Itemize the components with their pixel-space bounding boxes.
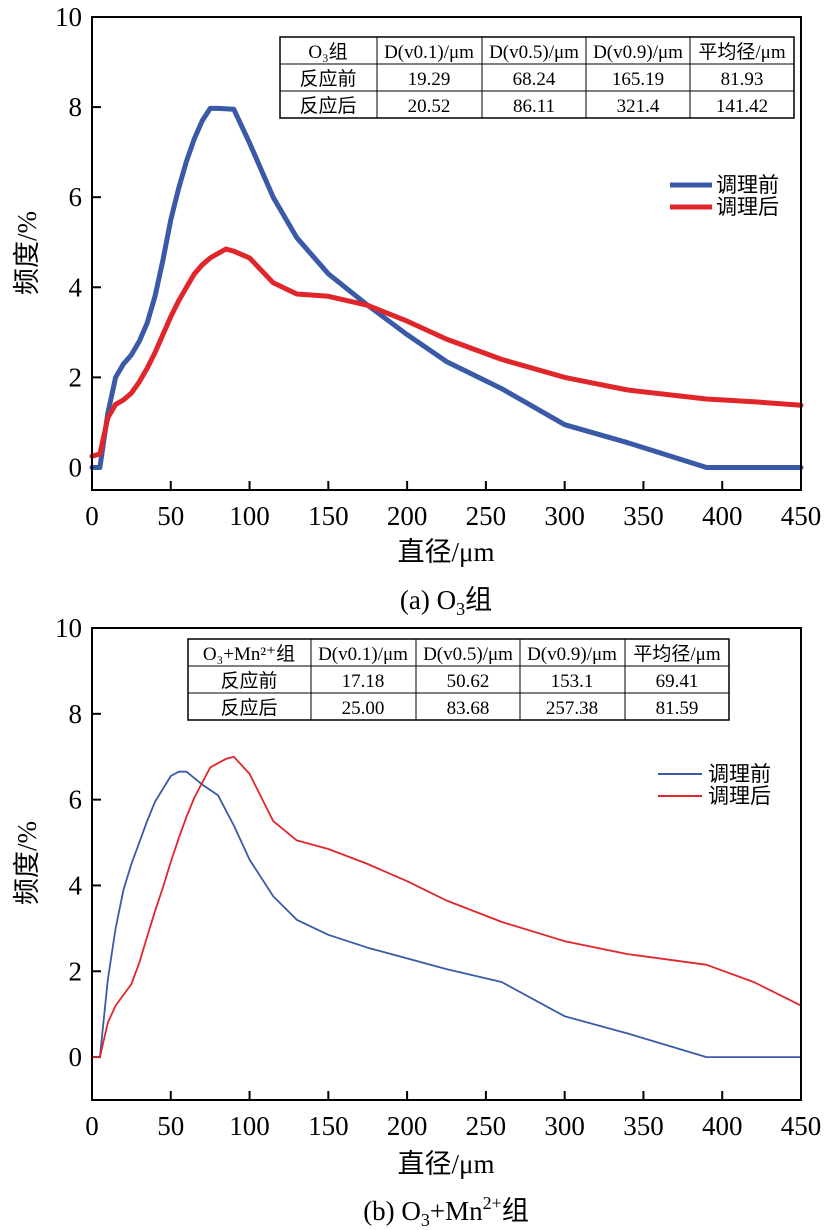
y-tick-label-b-5: 10 (55, 613, 82, 643)
x-axis-title-a: 直径/μm (398, 537, 495, 567)
y-axis-title-b: 频度/% (12, 821, 42, 905)
legend-label-a-1: 调理后 (716, 195, 779, 219)
x-tick-label-b-3: 150 (308, 1111, 349, 1141)
table-b-row-1-col-1: 25.00 (342, 698, 385, 719)
caption-b: (b) O3+Mn2+组 (363, 1193, 529, 1230)
legend-a: 调理前 调理后 (670, 173, 779, 219)
x-tick-label-a-5: 250 (466, 501, 507, 531)
y-tick-label-b-1: 2 (69, 956, 83, 986)
series-line-b-1 (91, 755, 802, 1058)
table-a-row-1-col-0: 反应后 (299, 95, 356, 117)
table-b-row-1-col-0: 反应后 (220, 697, 277, 719)
table-b-row-1-col-4: 81.59 (656, 698, 699, 719)
stats-table-a: O₃组 D(v0.1)/μm D(v0.5)/μm D(v0.9)/μm 平均径… (279, 36, 795, 119)
x-tick-label-b-8: 400 (702, 1111, 743, 1141)
x-tick-label-a-4: 200 (387, 501, 428, 531)
table-b-row-1-col-3: 257.38 (546, 698, 598, 719)
series-b (91, 755, 802, 1058)
table-a-row-0-col-4: 81.93 (721, 69, 764, 90)
y-tick-label-b-4: 8 (69, 699, 83, 729)
x-tick-label-b-7: 350 (623, 1111, 664, 1141)
y-ticks-b: 0 2 4 6 8 10 (55, 613, 101, 1072)
chart-panel-a: 0 2 4 6 8 10 0 50 100 150 200 250 300 350 400 450 频度/%… (12, 2, 821, 619)
x-tick-label-b-0: 0 (85, 1111, 99, 1141)
x-ticks-a: 0 50 100 150 200 250 300 350 400 450 (85, 481, 821, 531)
y-tick-label-a-2: 4 (69, 272, 83, 302)
x-tick-label-a-3: 150 (308, 501, 349, 531)
y-tick-label-a-0: 0 (69, 452, 83, 482)
table-a-row-1-col-4: 141.42 (716, 96, 768, 117)
table-b-header-2: D(v0.5)/μm (423, 644, 513, 665)
table-b-row-0-col-3: 153.1 (551, 671, 594, 692)
y-tick-label-b-3: 6 (69, 785, 83, 815)
x-tick-label-b-2: 100 (229, 1111, 270, 1141)
series-line-a-0 (89, 105, 804, 470)
table-b-row-1-col-2: 83.68 (447, 698, 490, 719)
table-a-row-0-col-1: 19.29 (408, 69, 451, 90)
y-axis-title-a: 频度/% (12, 211, 42, 295)
y-ticks-a: 0 2 4 6 8 10 (55, 2, 101, 482)
x-tick-label-a-9: 450 (781, 501, 822, 531)
x-tick-label-a-2: 100 (229, 501, 270, 531)
x-tick-label-a-6: 300 (544, 501, 585, 531)
x-tick-label-b-5: 250 (466, 1111, 507, 1141)
x-tick-label-b-9: 450 (781, 1111, 822, 1141)
series-a (89, 105, 804, 470)
table-a-header-4: 平均径/μm (698, 41, 785, 63)
table-a-header-3: D(v0.9)/μm (593, 42, 683, 63)
legend-label-b-1: 调理后 (708, 784, 771, 808)
table-b-header-0: O₃+Mn²⁺组 (203, 643, 295, 665)
x-tick-label-b-4: 200 (387, 1111, 428, 1141)
table-b-row-0-col-1: 17.18 (342, 671, 385, 692)
table-b-header-3: D(v0.9)/μm (527, 644, 617, 665)
series-line-a-1 (89, 246, 804, 459)
table-b-header-1: D(v0.1)/μm (318, 644, 408, 665)
table-b-header-4: 平均径/μm (633, 643, 720, 665)
x-tick-label-a-8: 400 (702, 501, 743, 531)
chart-panel-b: 0 2 4 6 8 10 0 50 100 150 200 250 300 350 400 450 频度/%… (12, 613, 821, 1230)
table-a-header-2: D(v0.5)/μm (489, 42, 579, 63)
table-a-row-0-col-3: 165.19 (612, 69, 664, 90)
table-a-row-1-col-2: 86.11 (513, 96, 555, 117)
x-ticks-b: 0 50 100 150 200 250 300 350 400 450 (85, 1091, 821, 1141)
y-tick-label-a-5: 10 (55, 2, 82, 32)
table-a-row-1-col-1: 20.52 (408, 96, 451, 117)
table-a-row-1-col-3: 321.4 (617, 96, 660, 117)
table-b-row-0-col-4: 69.41 (656, 671, 699, 692)
table-b-row-0-col-0: 反应前 (220, 670, 277, 692)
x-axis-title-b: 直径/μm (398, 1149, 495, 1179)
table-a-row-0-col-2: 68.24 (513, 69, 556, 90)
x-tick-label-a-1: 50 (157, 501, 184, 531)
y-tick-label-a-3: 6 (69, 182, 83, 212)
series-line-b-0 (91, 770, 802, 1058)
x-tick-label-b-6: 300 (544, 1111, 585, 1141)
table-a-header-1: D(v0.1)/μm (384, 42, 474, 63)
y-tick-label-a-1: 2 (69, 362, 83, 392)
x-tick-label-a-0: 0 (85, 501, 99, 531)
caption-a: (a) O3组 (400, 585, 492, 619)
table-a-header-0: O₃组 (308, 41, 347, 63)
stats-table-b: O₃+Mn²⁺组 D(v0.1)/μm D(v0.5)/μm D(v0.9)/μ… (187, 638, 730, 721)
y-tick-label-b-2: 4 (69, 870, 83, 900)
x-tick-label-a-7: 350 (623, 501, 664, 531)
x-tick-label-b-1: 50 (157, 1111, 184, 1141)
y-tick-label-a-4: 8 (69, 92, 83, 122)
legend-label-b-0: 调理前 (708, 762, 771, 786)
legend-label-a-0: 调理前 (716, 173, 779, 197)
table-a-row-0-col-0: 反应前 (299, 68, 356, 90)
table-b-row-0-col-2: 50.62 (447, 671, 490, 692)
legend-b: 调理前 调理后 (658, 762, 771, 808)
plot-frame-b (91, 627, 802, 1101)
plot-frame-a (91, 16, 802, 491)
y-tick-label-b-0: 0 (69, 1042, 83, 1072)
